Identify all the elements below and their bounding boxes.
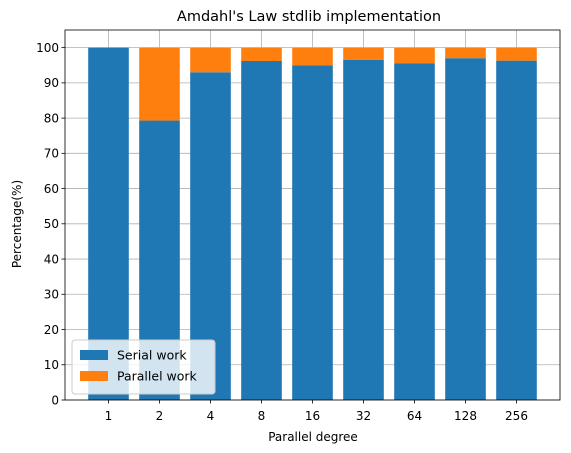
parallel-work-bar-16 (292, 47, 333, 66)
serial-work-bar-16 (292, 65, 333, 400)
y-tick-label: 40 (44, 252, 59, 266)
serial-work-bar-64 (394, 63, 435, 400)
serial-work-bar-32 (343, 59, 384, 400)
axes: 0 10 20 30 40 50 60 70 80 90 100 1 2 4 8 16 32 64 128 256 (36, 29, 561, 423)
x-tick-label: 64 (407, 409, 422, 423)
legend-swatch (80, 371, 108, 381)
y-tick-label: 60 (44, 182, 59, 196)
y-tick-label: 70 (44, 147, 59, 161)
y-tick-label: 0 (51, 393, 59, 407)
y-tick-label: 80 (44, 111, 59, 125)
y-tick-label: 50 (44, 217, 59, 231)
x-tick-label: 32 (356, 409, 371, 423)
parallel-work-bar-8 (241, 47, 282, 62)
y-tick-label: 30 (44, 288, 59, 302)
y-axis-label: Percentage(%) (10, 180, 24, 268)
chart-title: Amdahl's Law stdlib implementation (177, 9, 441, 25)
parallel-work-bar-2 (139, 47, 180, 121)
x-tick-label: 8 (258, 409, 266, 423)
serial-work-bar-8 (241, 61, 282, 401)
y-tick-label: 20 (44, 323, 59, 337)
x-tick-label: 4 (207, 409, 215, 423)
parallel-work-bar-128 (445, 47, 486, 59)
y-tick-label: 100 (36, 41, 59, 55)
serial-work-bar-128 (445, 58, 486, 400)
x-axis-label: Parallel degree (268, 430, 358, 444)
x-tick-label: 256 (505, 409, 528, 423)
x-tick-label: 1 (105, 409, 113, 423)
y-tick-label: 10 (44, 358, 59, 372)
legend-label: Parallel work (117, 369, 198, 384)
legend-label: Serial work (117, 348, 187, 363)
x-tick-label: 2 (156, 409, 164, 423)
x-tick-label: 128 (454, 409, 477, 423)
serial-work-bar-256 (496, 60, 537, 401)
x-tick-label: 16 (305, 409, 320, 423)
legend: Serial work Parallel work (71, 339, 216, 395)
legend-swatch (80, 350, 108, 360)
parallel-work-bar-64 (394, 47, 435, 64)
parallel-work-bar-256 (496, 47, 537, 61)
parallel-work-bar-32 (343, 47, 384, 60)
parallel-work-bar-4 (190, 47, 231, 73)
y-tick-label: 90 (44, 76, 59, 90)
